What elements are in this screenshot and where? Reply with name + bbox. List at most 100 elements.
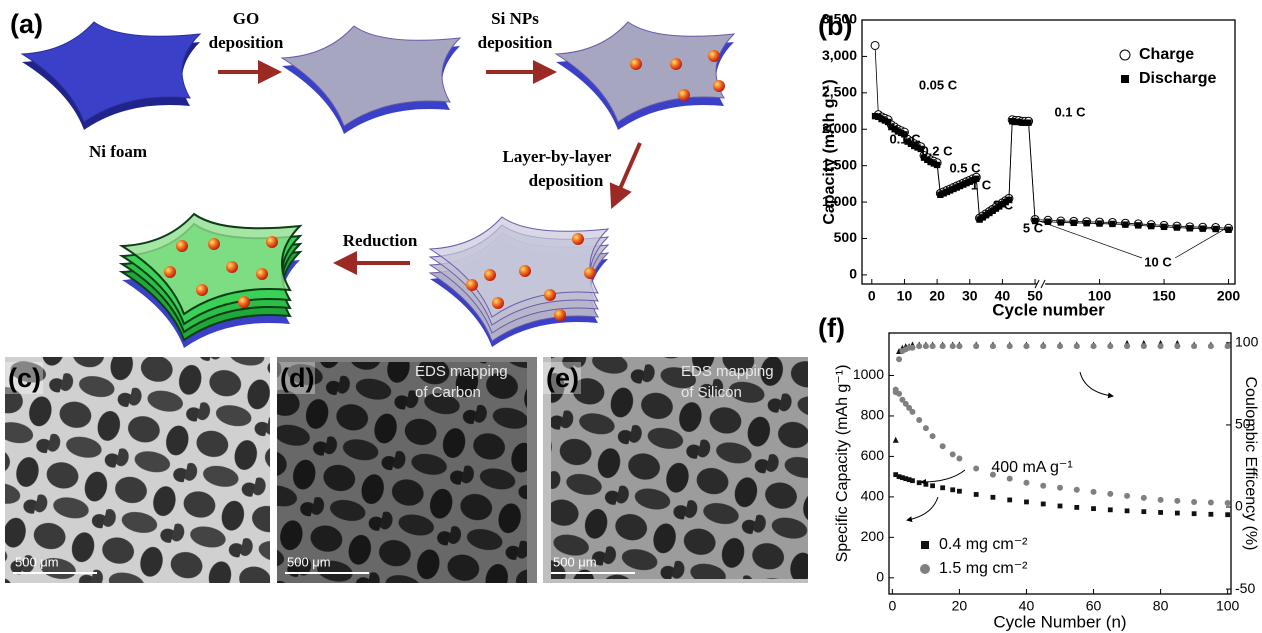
- marker: [1058, 219, 1064, 225]
- marker: [990, 343, 996, 349]
- marker: [909, 345, 915, 351]
- arrow: [908, 497, 938, 520]
- charts: (b)05001,0001,5002,0002,5003,0003,500010…: [818, 11, 1259, 632]
- x-tick-label: 30: [962, 288, 978, 304]
- panel-label: (d): [280, 363, 314, 393]
- marker: [1057, 485, 1063, 491]
- marker: [1158, 343, 1164, 349]
- schematic: (a) Ni foam GO deposition Si NPs deposit…: [10, 9, 734, 348]
- micrograph: [5, 357, 270, 583]
- marker: [909, 409, 915, 415]
- step-label: Si NPs: [491, 9, 539, 28]
- marker: [1023, 343, 1029, 349]
- step-label: deposition: [529, 171, 604, 190]
- marker: [1091, 343, 1097, 349]
- marker: [934, 162, 940, 168]
- scale-bar-label: 500 μm: [15, 554, 59, 569]
- si-sheet: [556, 22, 734, 130]
- marker: [1208, 500, 1214, 506]
- marker: [973, 343, 979, 349]
- marker: [1124, 343, 1130, 349]
- marker: [974, 492, 979, 497]
- marker: [1074, 505, 1079, 510]
- marker: [1122, 221, 1128, 227]
- marker: [940, 443, 946, 449]
- marker: [1025, 119, 1031, 125]
- marker: [1225, 512, 1230, 517]
- x-axis-label: Cycle number: [992, 300, 1105, 319]
- y2-axis-label: Coulombic Efficency (%): [1242, 377, 1259, 551]
- annotation: 10 C: [1144, 254, 1172, 269]
- marker: [1109, 221, 1115, 227]
- panel-label: (a): [10, 9, 43, 39]
- marker: [923, 343, 929, 349]
- y-tick-label: 500: [834, 229, 858, 245]
- y-tick-label: 600: [861, 447, 885, 463]
- marker: [916, 343, 922, 349]
- marker: [910, 478, 915, 483]
- x-axis-label: Cycle Number (n): [993, 612, 1126, 631]
- marker: [991, 495, 996, 500]
- step-label: deposition: [209, 33, 284, 52]
- marker: [923, 425, 929, 431]
- y-tick-label: 400: [861, 488, 885, 504]
- y-tick-label: 0: [876, 569, 884, 585]
- marker: [893, 437, 899, 443]
- marker: [1041, 502, 1046, 507]
- marker: [930, 343, 936, 349]
- y-axis-label: Specific Capacity (mAh g⁻¹): [834, 365, 851, 563]
- legend-marker: [921, 541, 929, 549]
- marker: [1024, 500, 1029, 505]
- marker: [1208, 512, 1213, 517]
- marker: [930, 483, 935, 488]
- ni-foam-sheet: [22, 22, 200, 130]
- annotation: 0.2 C: [921, 143, 953, 158]
- marker: [1191, 343, 1197, 349]
- marker: [1040, 483, 1046, 489]
- y-tick-label: 200: [861, 528, 885, 544]
- marker: [1174, 343, 1180, 349]
- legend-marker: [920, 564, 930, 574]
- x-tick-label: 0: [888, 598, 896, 614]
- marker: [1107, 491, 1113, 497]
- caption: EDS mapping: [681, 363, 774, 380]
- marker: [1161, 224, 1167, 230]
- marker: [1074, 487, 1080, 493]
- marker: [1108, 507, 1113, 512]
- scale-bar-label: 500 μm: [287, 554, 331, 569]
- panel-label: (c): [8, 363, 41, 393]
- x-tick-label: 40: [1019, 598, 1035, 614]
- marker: [1007, 476, 1013, 482]
- y-tick-label: 1000: [853, 366, 884, 382]
- panel-label: (e): [546, 363, 579, 393]
- marker: [950, 451, 956, 457]
- y2-tick-label: 100: [1235, 334, 1259, 350]
- micrograph: [543, 353, 816, 583]
- marker: [940, 485, 945, 490]
- marker: [1125, 508, 1130, 513]
- marker: [1148, 223, 1154, 229]
- marker: [893, 389, 899, 395]
- x-tick-label: 20: [952, 598, 968, 614]
- legend-label: 0.4 mg cm⁻²: [939, 536, 1028, 553]
- x-tick-label: 80: [1153, 598, 1169, 614]
- caption: of Carbon: [415, 384, 481, 401]
- marker: [1083, 220, 1089, 226]
- y-tick-label: 800: [861, 407, 885, 423]
- marker: [1135, 222, 1141, 228]
- legend-marker: [1120, 50, 1130, 60]
- marker: [1040, 343, 1046, 349]
- step-label: Layer-by-layer: [503, 147, 612, 166]
- x-tick-label: 200: [1217, 288, 1241, 304]
- marker: [1174, 224, 1180, 230]
- x-tick-label: 0: [868, 288, 876, 304]
- marker: [930, 433, 936, 439]
- marker: [1096, 220, 1102, 226]
- marker: [1091, 506, 1096, 511]
- marker: [1141, 343, 1147, 349]
- marker: [957, 489, 962, 494]
- x-tick-label: 60: [1086, 598, 1102, 614]
- marker: [1158, 497, 1164, 503]
- marker: [1057, 343, 1063, 349]
- marker: [1175, 511, 1180, 516]
